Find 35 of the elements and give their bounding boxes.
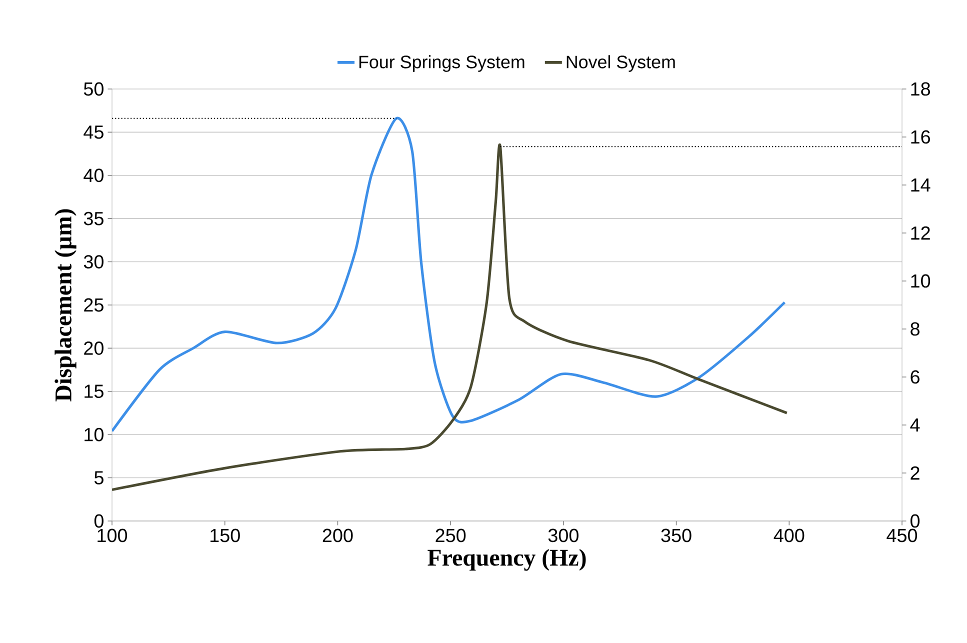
x-axis-title: Frequency (Hz) bbox=[428, 548, 586, 571]
y2-tick-label: 0 bbox=[910, 514, 920, 528]
x-tick-label: 300 bbox=[548, 528, 578, 542]
y-tick-label: 35 bbox=[84, 212, 104, 226]
line-series bbox=[112, 144, 788, 492]
y2-tick-label: 12 bbox=[911, 226, 930, 240]
legend-label: Four Springs System bbox=[359, 55, 524, 72]
y2-tick-label: 10 bbox=[911, 274, 930, 288]
y-axis-title: Displacement (µm) bbox=[54, 209, 76, 402]
y2-tick-label: 4 bbox=[910, 418, 920, 432]
y-tick-label: 10 bbox=[84, 428, 104, 442]
y-tick-label: 50 bbox=[84, 82, 104, 96]
x-tick-label: 100 bbox=[98, 528, 128, 542]
line-series bbox=[112, 116, 786, 432]
y-tick-label: 40 bbox=[84, 168, 104, 182]
y-tick-label: 20 bbox=[84, 341, 104, 355]
y-tick-label: 0 bbox=[94, 514, 104, 528]
y-tick-label: 15 bbox=[84, 384, 104, 398]
y-tick-label: 30 bbox=[84, 255, 104, 268]
y-tick-label: 45 bbox=[84, 126, 104, 139]
y-tick-label: 25 bbox=[84, 298, 104, 312]
y2-tick-label: 2 bbox=[910, 466, 920, 480]
x-tick-label: 250 bbox=[436, 528, 466, 542]
x-tick-label: 200 bbox=[322, 528, 353, 542]
y2-tick-label: 8 bbox=[910, 322, 920, 336]
y2-tick-label: 16 bbox=[911, 130, 930, 144]
y-tick-label: 5 bbox=[94, 471, 104, 484]
x-tick-label: 400 bbox=[774, 528, 804, 542]
x-tick-label: 350 bbox=[661, 528, 692, 542]
legend-label: Novel System bbox=[566, 55, 675, 72]
y2-tick-label: 6 bbox=[910, 370, 920, 384]
x-tick-label: 450 bbox=[886, 528, 918, 542]
y2-tick-label: 18 bbox=[911, 82, 930, 96]
x-tick-label: 150 bbox=[210, 528, 240, 542]
y2-tick-label: 14 bbox=[911, 178, 930, 192]
